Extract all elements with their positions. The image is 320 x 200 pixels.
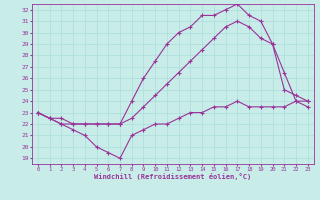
X-axis label: Windchill (Refroidissement éolien,°C): Windchill (Refroidissement éolien,°C) — [94, 173, 252, 180]
